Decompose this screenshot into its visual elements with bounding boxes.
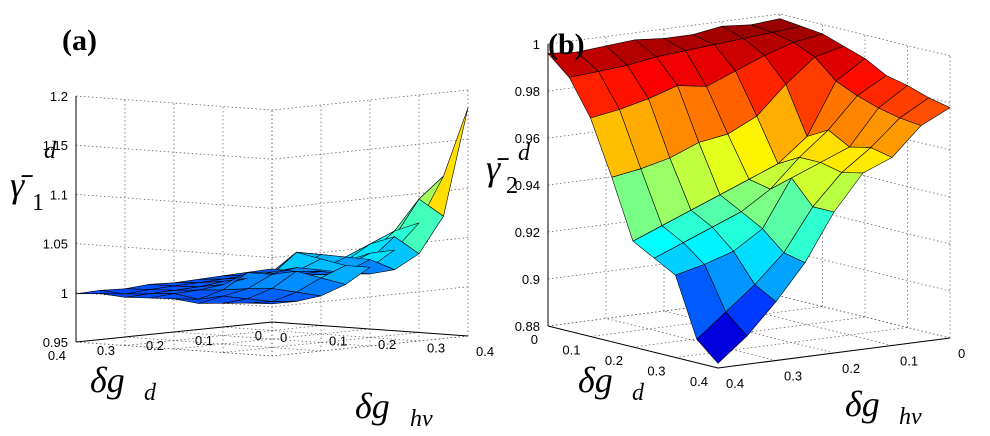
y-axis-subscript-a: hv xyxy=(410,406,433,432)
y-tick-label: 0.2 xyxy=(842,361,860,376)
x-tick-label: 0 xyxy=(531,332,538,347)
z-tick-label: 0.94 xyxy=(515,178,540,193)
y-axis-subscript-b: hv xyxy=(899,404,922,430)
z-tick-label: 0.98 xyxy=(515,84,540,99)
y-tick-label: 0 xyxy=(958,346,965,361)
z-axis-label-a: γ̄ 1 d xyxy=(10,138,57,216)
surface-plot-a: 0.95 1 1.05 1.1 1.15 1.2 0 0.1 0.2 0.3 0.4 0 0.1 0.2 0… xyxy=(10,24,494,432)
y-tick-label: 0.2 xyxy=(378,337,396,352)
grid-line xyxy=(124,325,322,346)
panel-label-a: (a) xyxy=(62,24,97,57)
z-tick-label: 1.1 xyxy=(50,187,68,202)
grid-line xyxy=(605,318,777,361)
x-tick-label: 0.1 xyxy=(195,333,213,348)
grid-line xyxy=(779,295,951,339)
x-axis-symbol-b: δg xyxy=(578,360,613,400)
surface-a xyxy=(75,107,469,305)
z-axis-symbol-a: γ̄ xyxy=(10,165,33,205)
x-axis-label-a: δg d xyxy=(90,360,157,406)
z-tick-label: 1.2 xyxy=(50,89,68,104)
grid-line xyxy=(779,107,951,151)
z-tick-label: 0.96 xyxy=(515,131,540,146)
grid-line xyxy=(271,138,469,160)
grid-line xyxy=(271,89,469,111)
surface-facet xyxy=(696,311,748,364)
y-tick-label: 0.3 xyxy=(427,341,445,356)
tick-labels-b: 0.88 0.9 0.92 0.94 0.96 0.98 1 0 0.1 0.2 0.3 0.4 0 0.… xyxy=(515,37,966,391)
surface-b xyxy=(547,18,951,364)
z-tick-label: 1 xyxy=(61,286,68,301)
grid-line xyxy=(779,154,951,198)
grid-line xyxy=(75,144,273,160)
x-axis-symbol-a: δg xyxy=(90,360,125,400)
z-tick-label: 0.9 xyxy=(522,272,540,287)
axis-line xyxy=(271,321,469,337)
x-tick-label: 0.4 xyxy=(48,348,66,363)
x-tick-label: 0.3 xyxy=(97,343,115,358)
y-tick-label: 0 xyxy=(280,330,287,345)
x-axis-label-b: δg d xyxy=(578,360,645,406)
y-tick-label: 0.1 xyxy=(329,334,347,349)
z-tick-label: 0.95 xyxy=(43,335,68,350)
x-tick-label: 0.3 xyxy=(647,364,665,379)
grid-line xyxy=(663,310,835,354)
grid-line xyxy=(547,295,781,327)
surface-plot-b: 0.88 0.9 0.92 0.94 0.96 0.98 1 0 0.1 0.2 0.3 0.4 0 0.… xyxy=(486,13,966,430)
y-axis-label-a: δg hv xyxy=(355,386,433,432)
grid-line xyxy=(75,243,273,258)
axis-line xyxy=(717,337,951,369)
y-tick-label: 0.4 xyxy=(726,376,744,391)
z-axis-superscript-b: d xyxy=(518,140,531,166)
surface-facet xyxy=(247,300,297,305)
y-tick-label: 0.1 xyxy=(900,354,918,369)
panel-label-b: (b) xyxy=(548,28,585,61)
z-tick-label: 1.15 xyxy=(43,138,68,153)
z-tick-label: 0.88 xyxy=(515,319,540,334)
tick-labels-a: 0.95 1 1.05 1.1 1.15 1.2 0 0.1 0.2 0.3 0.4 0 0.1 0.2 0… xyxy=(43,89,494,363)
x-tick-label: 0.1 xyxy=(562,343,580,358)
y-tick-label: 0.4 xyxy=(476,344,494,359)
y-tick-label: 0.3 xyxy=(784,369,802,384)
grid-line xyxy=(547,13,781,45)
z-tick-label: 1 xyxy=(533,37,540,52)
y-axis-symbol-a: δg xyxy=(355,386,390,426)
z-axis-subscript-b: 2 xyxy=(506,173,518,199)
y-axis-label-b: δg hv xyxy=(845,384,922,430)
z-tick-label: 1.05 xyxy=(43,237,68,252)
grid-line xyxy=(271,335,469,357)
grid-line xyxy=(222,332,420,353)
grid-line xyxy=(675,327,908,358)
x-axis-subscript-a: d xyxy=(144,380,157,406)
grid-line xyxy=(779,201,951,245)
grid-line xyxy=(75,95,273,111)
axis-line xyxy=(75,321,273,343)
x-tick-label: 0.2 xyxy=(605,353,623,368)
z-tick-label: 0.92 xyxy=(515,225,540,240)
grid-line xyxy=(173,331,371,347)
z-axis-subscript-a: 1 xyxy=(32,190,44,216)
grid-line xyxy=(124,336,322,352)
grid-line xyxy=(271,286,469,308)
grid-line xyxy=(779,248,951,292)
y-axis-symbol-b: δg xyxy=(845,384,880,424)
grid-line xyxy=(75,194,273,209)
x-tick-label: 0 xyxy=(255,328,262,343)
axis-line xyxy=(547,325,719,369)
grid-line xyxy=(779,13,951,57)
x-tick-label: 0.4 xyxy=(690,374,708,389)
z-axis-superscript-a: d xyxy=(44,138,57,164)
x-axis-subscript-b: d xyxy=(632,380,645,406)
grid-line xyxy=(173,328,371,350)
grid-line xyxy=(721,303,893,346)
x-tick-label: 0.2 xyxy=(146,338,164,353)
grid-line xyxy=(75,341,273,357)
grid-line xyxy=(222,326,420,342)
